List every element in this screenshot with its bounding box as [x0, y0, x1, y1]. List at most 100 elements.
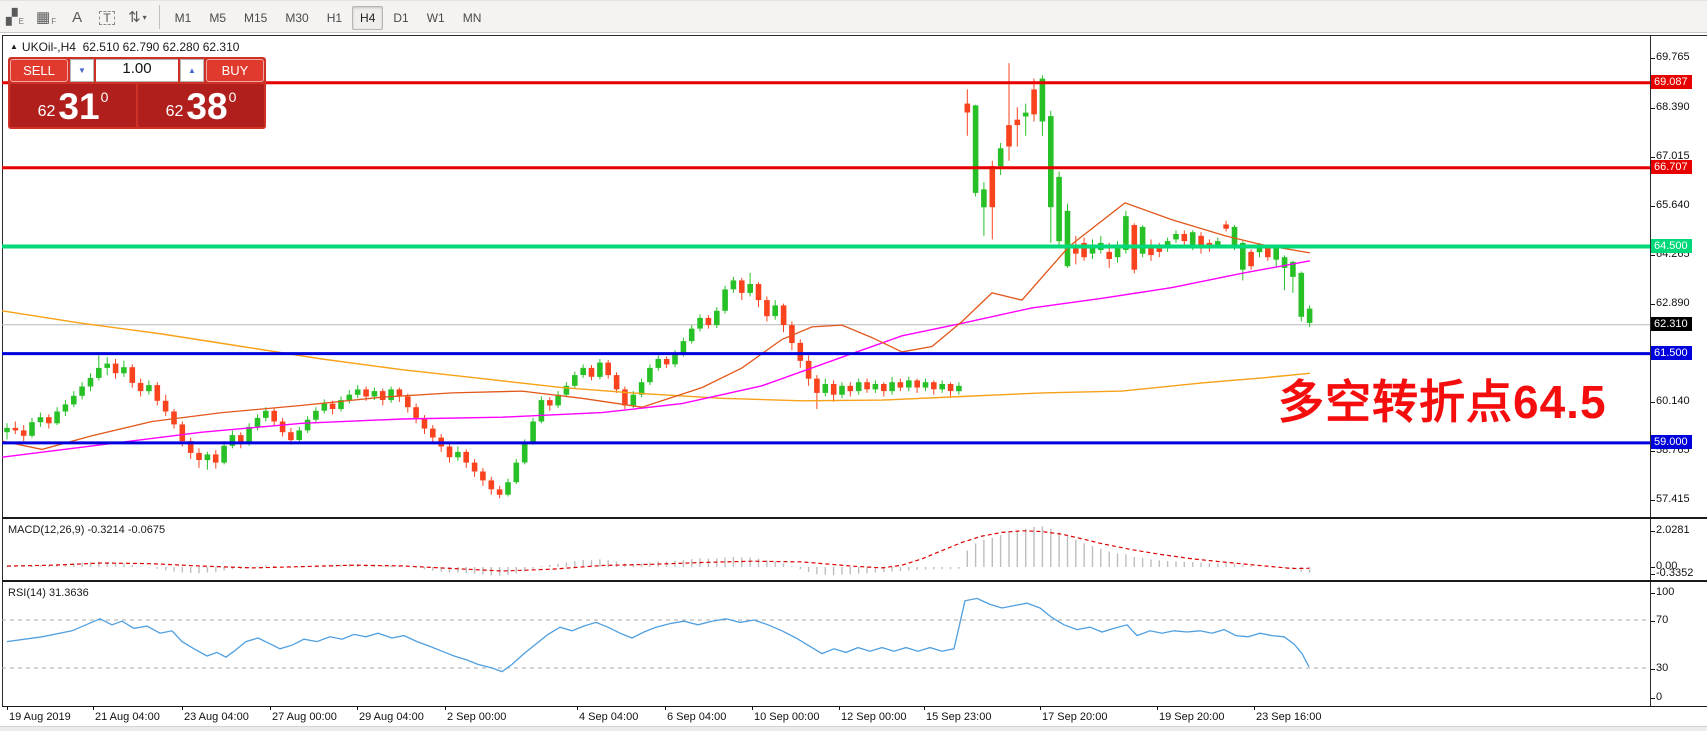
- time-tick: [665, 706, 666, 710]
- time-label: 23 Aug 04:00: [184, 711, 249, 723]
- price-tick-67.015: 67.015: [1651, 150, 1690, 162]
- timeframe-W1[interactable]: W1: [426, 10, 445, 25]
- ask-whole: 62: [165, 103, 184, 120]
- time-tick: [1040, 706, 1041, 710]
- macd-indicator-chart[interactable]: [2, 519, 1650, 580]
- price-badge-69.087: 69.087: [1651, 75, 1692, 89]
- sell-price-quote[interactable]: 62 31 0: [10, 84, 136, 127]
- time-label: 19 Sep 20:00: [1159, 711, 1225, 723]
- time-label: 21 Aug 04:00: [95, 711, 160, 723]
- macd-tick--0.3352: -0.3352: [1650, 567, 1694, 579]
- time-tick: [1157, 706, 1158, 710]
- timeframe-H1[interactable]: H1: [326, 10, 343, 25]
- price-badge-61.500: 61.500: [1651, 346, 1692, 360]
- macd-signal-line: [6, 530, 1310, 572]
- timeframe-button-group: M1 M5 M15 M30 H1 H4 D1 W1 MN: [166, 5, 491, 30]
- ask-pips: 38: [186, 86, 228, 128]
- price-badge-66.707: 66.707: [1651, 160, 1692, 174]
- time-label: 4 Sep 04:00: [579, 711, 639, 723]
- time-label: 29 Aug 04:00: [359, 711, 424, 723]
- arrange-arrows-icon[interactable]: ⇅ ▾: [128, 8, 147, 26]
- timeframe-M1[interactable]: M1: [174, 10, 192, 25]
- time-tick: [577, 706, 578, 710]
- macd-tick-0.00: 0.00: [1650, 560, 1678, 572]
- price-tick-60.140: 60.140: [1651, 395, 1690, 407]
- rsi-tick-100: 100: [1650, 586, 1675, 598]
- volume-decrease-button[interactable]: ▼: [70, 59, 94, 82]
- time-label: 19 Aug 2019: [9, 711, 71, 723]
- symbol-ohlc-header[interactable]: ▲ UKOil-,H4 62.510 62.790 62.280 62.310: [10, 40, 239, 54]
- time-tick: [445, 706, 446, 710]
- bid-point: 0: [100, 89, 109, 105]
- price-tick-69.765: 69.765: [1651, 51, 1690, 63]
- sell-button[interactable]: SELL: [10, 59, 68, 82]
- panel-separator-macd[interactable]: [2, 517, 1707, 519]
- timeframe-D1[interactable]: D1: [393, 10, 409, 25]
- ma-mid-magenta: [2, 260, 1311, 458]
- price-badge-64.500: 64.500: [1651, 239, 1692, 253]
- toolbar: ▞ E ▦ F A T ⇅ ▾ M1 M5 M15 M30 H1 H4 D1 W1 MN: [0, 0, 1707, 33]
- time-tick: [752, 706, 753, 710]
- time-label: 15 Sep 23:00: [926, 711, 992, 723]
- time-tick: [1254, 706, 1255, 710]
- bid-whole: 62: [37, 103, 56, 120]
- timeframe-H4[interactable]: H4: [352, 5, 384, 30]
- data-window-icon[interactable]: ▦ F: [36, 8, 57, 27]
- toolbar-separator: [158, 5, 160, 30]
- expert-advisors-icon[interactable]: ▞ E: [6, 8, 24, 27]
- chart-frame-top: [2, 35, 1707, 36]
- time-tick: [924, 706, 925, 710]
- time-label: 27 Aug 00:00: [272, 711, 337, 723]
- rsi-indicator-label: RSI(14) 31.3636: [8, 587, 89, 599]
- time-label: 2 Sep 00:00: [447, 711, 507, 723]
- time-label: 12 Sep 00:00: [841, 711, 907, 723]
- window-bottom-strip: [0, 726, 1707, 731]
- symbol-name: UKOil-,H4: [21, 40, 76, 54]
- price-tick-62.890: 62.890: [1651, 297, 1690, 309]
- rsi-indicator-chart[interactable]: [2, 583, 1650, 706]
- rsi-line: [6, 597, 1310, 673]
- ohlc-values: 62.510 62.790 62.280 62.310: [82, 40, 240, 54]
- buy-price-quote[interactable]: 62 38 0: [138, 84, 264, 127]
- time-tick: [93, 706, 94, 710]
- rsi-tick-70: 70: [1650, 614, 1669, 626]
- volume-input[interactable]: 1.00: [96, 59, 178, 82]
- timeframe-M5[interactable]: M5: [209, 10, 227, 25]
- price-axis-labels: 69.765 68.390 67.015 65.640 64.265 62.890 60.1…: [1650, 35, 1707, 726]
- timeframe-M15[interactable]: M15: [244, 10, 268, 25]
- chart-frame-left: [2, 35, 3, 706]
- ma-slow-orange: [2, 310, 1311, 402]
- one-click-trading-panel: SELL ▼ 1.00 ▲ BUY 62 31 0 62 38 0: [8, 57, 266, 129]
- current-price-badge: 62.310: [1651, 317, 1692, 331]
- timeframe-MN[interactable]: MN: [462, 10, 482, 25]
- main-price-chart[interactable]: [2, 36, 1650, 517]
- price-axis-border: [1650, 35, 1651, 706]
- timeframe-M30[interactable]: M30: [285, 10, 309, 25]
- time-label: 10 Sep 00:00: [754, 711, 820, 723]
- collapse-arrow-icon[interactable]: ▲: [10, 42, 18, 51]
- price-badge-59.000: 59.000: [1651, 435, 1692, 449]
- macd-indicator-label: MACD(12,26,9) -0.3214 -0.0675: [8, 524, 166, 536]
- panel-separator-rsi[interactable]: [2, 580, 1707, 582]
- time-label: 6 Sep 04:00: [667, 711, 727, 723]
- price-tick-57.415: 57.415: [1651, 493, 1690, 505]
- chart-text-annotation[interactable]: 多空转折点64.5: [1278, 376, 1607, 428]
- time-tick: [357, 706, 358, 710]
- time-label: 17 Sep 20:00: [1042, 711, 1108, 723]
- time-tick: [182, 706, 183, 710]
- time-axis-labels: 19 Aug 2019 21 Aug 04:00 23 Aug 04:00 27…: [2, 706, 1707, 726]
- ask-point: 0: [228, 89, 237, 105]
- time-tick: [270, 706, 271, 710]
- ma-fast-orangered: [2, 202, 1311, 451]
- time-tick: [839, 706, 840, 710]
- price-tick-68.390: 68.390: [1651, 101, 1690, 113]
- rsi-tick-30: 30: [1650, 662, 1669, 674]
- price-tick-65.640: 65.640: [1651, 199, 1690, 211]
- bid-pips: 31: [58, 86, 100, 128]
- time-axis-line: [2, 706, 1707, 707]
- volume-increase-button[interactable]: ▲: [180, 59, 204, 82]
- buy-button[interactable]: BUY: [206, 59, 264, 82]
- toolbar-icon-group: ▞ E ▦ F A T ⇅ ▾: [0, 9, 153, 27]
- text-tool-icon[interactable]: T: [93, 5, 121, 31]
- text-label-icon[interactable]: A: [72, 8, 83, 26]
